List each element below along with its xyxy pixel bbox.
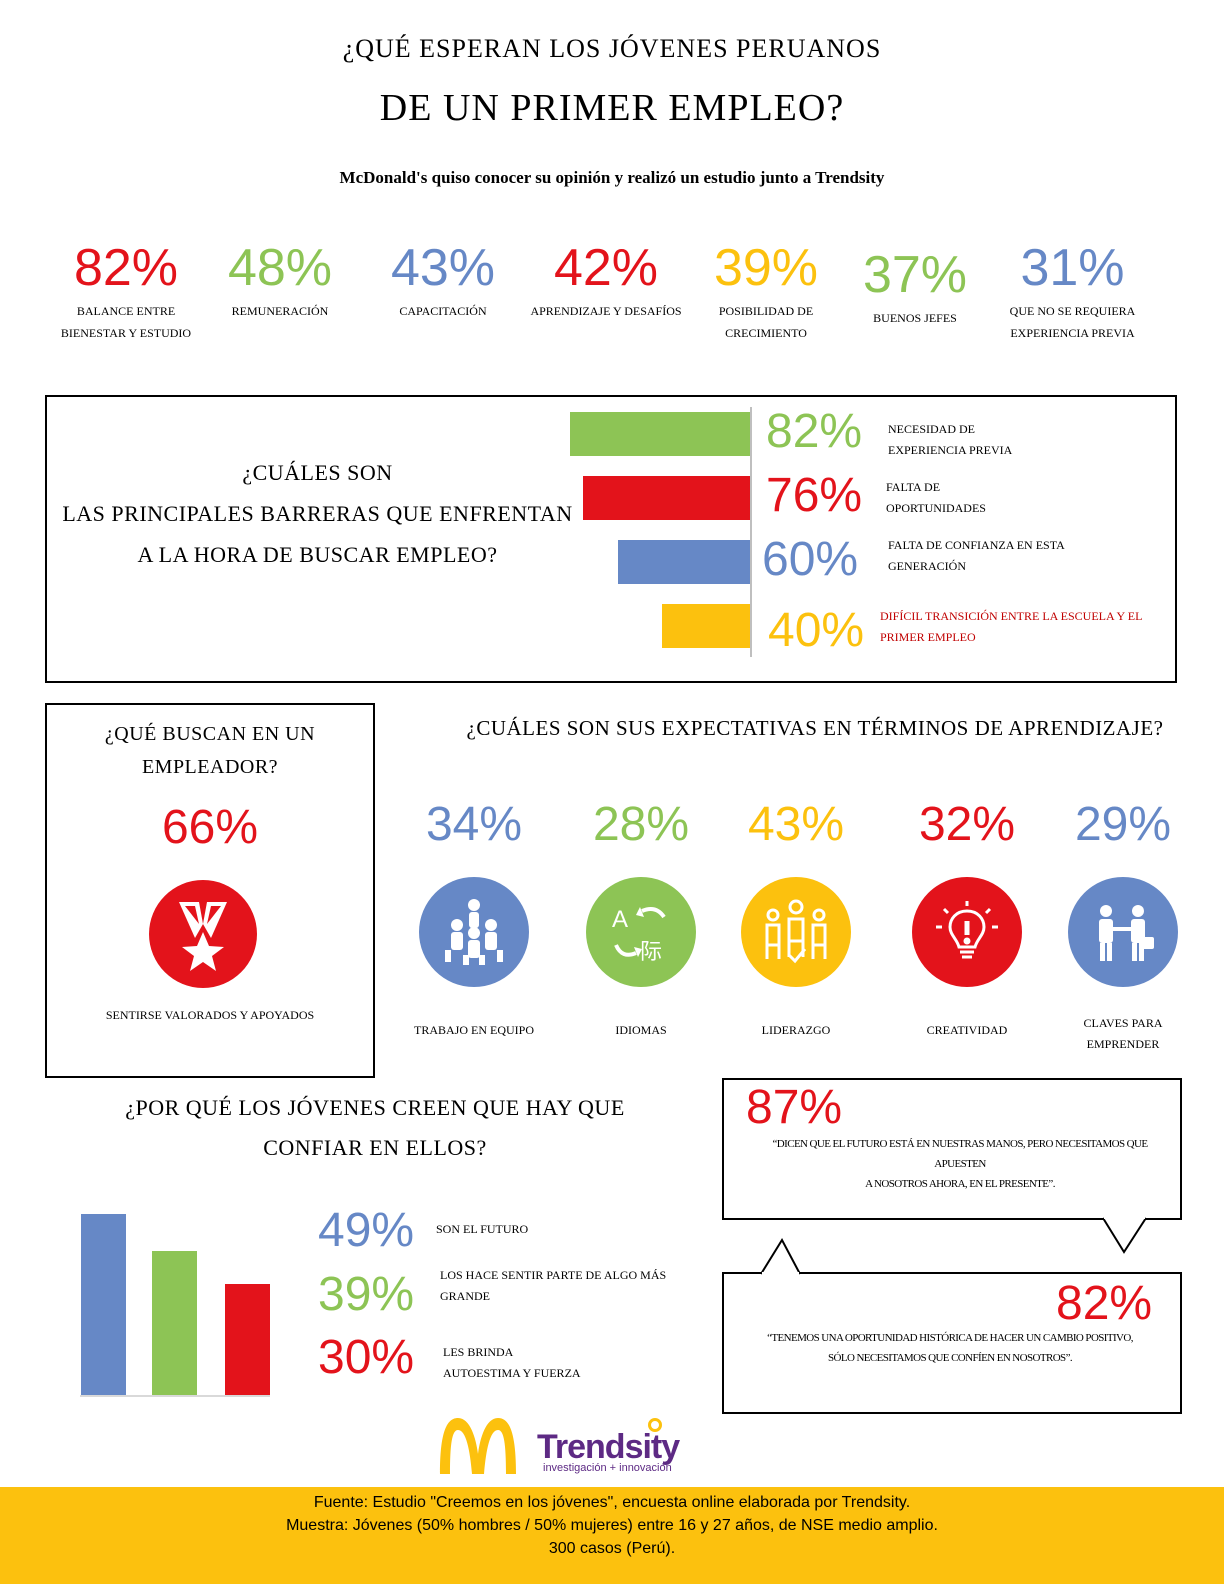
quote-text: “tenemos una oportunidad histórica de ha…	[767, 1332, 1133, 1364]
lightbulb-icon	[912, 877, 1022, 987]
learning-label: liderazgo	[761, 1023, 831, 1037]
top-stat-value: 43%	[390, 239, 496, 297]
learning-item-emprender: 29% claves para emprender	[1038, 797, 1208, 1055]
footer: Fuente: Estudio "Creemos en los jóvenes"…	[0, 1487, 1224, 1584]
top-stat-value: 31%	[1020, 239, 1125, 297]
quote-text: “dicen que el futuro está en nuestras ma…	[772, 1138, 1149, 1190]
trust-value: 30%	[318, 1331, 415, 1384]
trendsity-eye-icon	[648, 1418, 662, 1432]
top-stat-jefes: 37% buenos jefes	[835, 245, 995, 329]
top-stat-label: remuneración	[231, 304, 329, 318]
learning-value: 32%	[918, 798, 1016, 851]
top-stat-balance: 82% balance entre bienestar y estudio	[46, 238, 206, 344]
translate-icon: A 际	[586, 877, 696, 987]
learning-value: 34%	[425, 798, 523, 851]
top-stat-label: buenos jefes	[873, 311, 957, 325]
barrier-value: 60%	[762, 533, 859, 586]
entrepreneur-icon	[1068, 877, 1178, 987]
learning-item-idiomas: 28% A 际 idiomas	[556, 797, 726, 1041]
trust-chart-baseline	[80, 1395, 270, 1397]
top-stat-aprendizaje: 42% aprendizaje y desafíos	[516, 238, 696, 322]
top-stat-value: 48%	[227, 239, 333, 297]
trust-bar	[81, 1214, 126, 1395]
trust-label: son el futuro	[436, 1222, 529, 1236]
trust-value: 49%	[318, 1204, 415, 1257]
quote-value: 82%	[1056, 1277, 1153, 1330]
barrier-label: difícil transición entre la escuela y el…	[880, 609, 1143, 644]
trust-value: 39%	[318, 1268, 415, 1321]
barrier-value: 40%	[768, 604, 865, 657]
barriers-question: ¿CUÁLES SON LAS PRINCIPALES BARRERAS QUE…	[62, 460, 573, 567]
top-stat-capacitacion: 43% capacitación	[363, 238, 523, 322]
top-stat-label: aprendizaje y desafíos	[530, 304, 682, 318]
learning-question: ¿CUÁLES SON SUS EXPECTATIVAS EN TÉRMINOS…	[466, 716, 1164, 740]
barrier-label: falta de confianza en esta generación	[888, 538, 1065, 573]
learning-value: 29%	[1074, 798, 1172, 851]
teamwork-icon	[419, 877, 529, 987]
trendsity-logo: Trendsity	[537, 1428, 680, 1466]
footer-source: Fuente: Estudio "Creemos en los jóvenes"…	[313, 1494, 911, 1511]
barriers-axis	[750, 407, 752, 657]
quote-bubble-bottom	[722, 1272, 1182, 1414]
top-stat-value: 82%	[73, 239, 179, 297]
leadership-icon	[741, 877, 851, 987]
top-stat-value: 37%	[862, 246, 968, 304]
svg-text:A: A	[612, 906, 628, 933]
barrier-bar	[583, 476, 750, 520]
learning-label: claves para emprender	[1083, 1016, 1163, 1051]
barrier-label: necesidad de experiencia previa	[888, 422, 1013, 457]
page-title-line1: ¿QUÉ ESPERAN LOS JÓVENES PERUANOS	[342, 34, 882, 63]
top-stat-label: balance entre bienestar y estudio	[60, 304, 192, 340]
barrier-bar	[618, 540, 750, 584]
employer-label: sentirse valorados y apoyados	[105, 1008, 315, 1022]
trust-label: los hace sentir parte de algo más grande	[440, 1268, 667, 1303]
top-stat-value: 39%	[713, 239, 819, 297]
top-stat-experiencia: 31% que no se requiera experiencia previa	[985, 238, 1160, 344]
top-stat-remuneracion: 48% remuneración	[200, 238, 360, 322]
top-stat-label: capacitación	[399, 304, 487, 318]
learning-item-trabajo: 34% trabajo en equipo	[389, 797, 559, 1041]
barrier-bar	[662, 604, 750, 648]
barriers-panel	[45, 395, 1177, 683]
trust-bar	[225, 1284, 270, 1395]
trust-label: les brinda autoestima y fuerza	[443, 1345, 581, 1380]
page-title-line2: DE UN PRIMER EMPLEO?	[379, 87, 845, 129]
learning-label: creatividad	[926, 1023, 1008, 1037]
mcdonalds-logo	[436, 1414, 520, 1476]
trust-bar	[152, 1251, 197, 1395]
barrier-value: 82%	[766, 405, 863, 458]
top-stat-label: que no se requiera experiencia previa	[1009, 304, 1136, 340]
svg-text:际: 际	[640, 940, 662, 965]
learning-value: 43%	[747, 798, 845, 851]
barrier-value: 76%	[766, 469, 863, 522]
learning-value: 28%	[592, 798, 690, 851]
top-stat-value: 42%	[553, 239, 659, 297]
trendsity-tagline: investigación + innovación	[543, 1462, 672, 1474]
top-stat-crecimiento: 39% posibilidad de crecimiento	[686, 238, 846, 344]
quote-bubble-top	[722, 1078, 1182, 1220]
quote-bubble-top-tail	[1102, 1216, 1147, 1254]
trust-question: ¿POR QUÉ LOS JÓVENES CREEN QUE HAY QUE C…	[125, 1095, 625, 1160]
employer-value: 66%	[161, 801, 259, 854]
top-stat-label: posibilidad de crecimiento	[718, 304, 814, 340]
barrier-label: falta de oportunidades	[886, 480, 986, 515]
page-subtitle: McDonald's quiso conocer su opinión y re…	[339, 168, 885, 187]
learning-label: trabajo en equipo	[414, 1023, 534, 1037]
learning-item-creatividad: 32% creatividad	[882, 797, 1052, 1041]
learning-item-liderazgo: 43% liderazgo	[711, 797, 881, 1041]
learning-label: idiomas	[615, 1023, 667, 1037]
employer-panel	[45, 703, 375, 1078]
barrier-bar	[570, 412, 750, 456]
medal-star-icon	[149, 880, 257, 988]
employer-question: ¿QUÉ BUSCAN EN UN EMPLEADOR?	[104, 723, 316, 778]
quote-value: 87%	[746, 1081, 843, 1134]
footer-sample: Muestra: Jóvenes (50% hombres / 50% muje…	[286, 1517, 938, 1534]
footer-cases: 300 casos (Perú).	[548, 1540, 676, 1557]
quote-bubble-bottom-tail	[760, 1237, 801, 1276]
